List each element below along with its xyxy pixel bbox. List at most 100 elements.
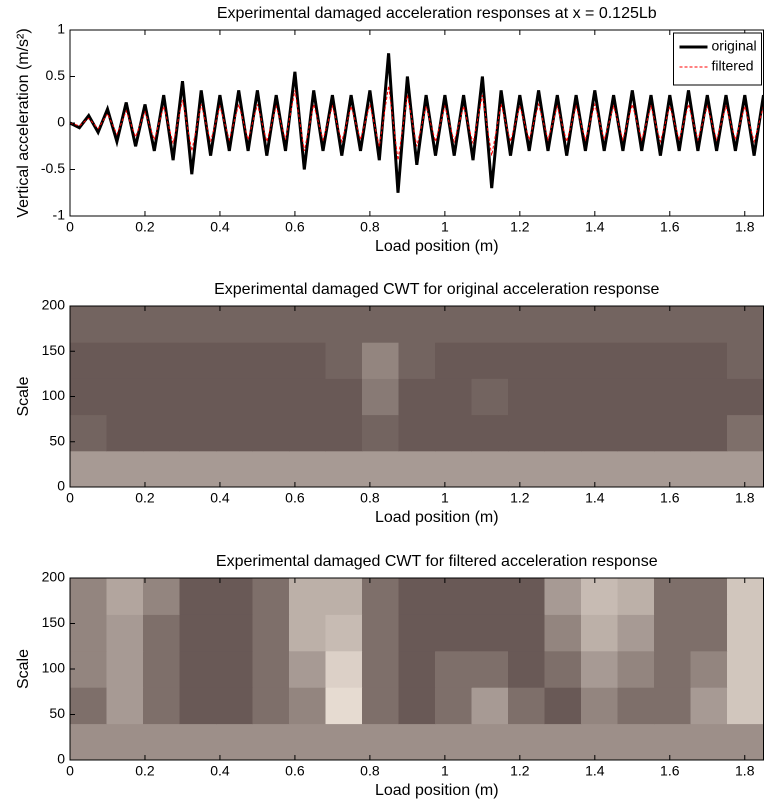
heatmap-cell bbox=[143, 342, 180, 379]
heatmap-cell bbox=[581, 650, 618, 688]
heatmap-cell bbox=[544, 450, 582, 488]
heatmap-cell bbox=[471, 378, 509, 416]
heatmap-cell bbox=[70, 306, 107, 343]
legend-label: filtered bbox=[712, 58, 754, 74]
heatmap-cell bbox=[289, 450, 326, 488]
heatmap-cell bbox=[143, 723, 180, 761]
heatmap-cell bbox=[252, 450, 290, 488]
heatmap-cell bbox=[690, 650, 728, 688]
heatmap-cell bbox=[252, 414, 290, 452]
y-tick-label: 200 bbox=[42, 297, 66, 313]
heatmap-cell bbox=[179, 306, 217, 343]
heatmap-cell bbox=[398, 306, 436, 343]
heatmap-cell bbox=[362, 414, 399, 452]
heatmap-cell bbox=[106, 450, 144, 488]
x-tick-label: 1.8 bbox=[735, 219, 755, 235]
heatmap-cell bbox=[581, 306, 618, 343]
heatmap-cell bbox=[289, 578, 326, 615]
heatmap-cell bbox=[435, 578, 472, 615]
heatmap-cell bbox=[617, 650, 655, 688]
heatmap-cell bbox=[471, 687, 509, 725]
heatmap-cell bbox=[435, 614, 472, 652]
heatmap-cell bbox=[362, 342, 399, 379]
x-tick-label: 1.4 bbox=[585, 219, 605, 235]
heatmap-cell bbox=[471, 414, 509, 452]
heatmap-cell bbox=[508, 414, 545, 452]
heatmap-cell bbox=[690, 450, 728, 488]
y-axis-label: Scale bbox=[15, 649, 32, 689]
heatmap-cell bbox=[727, 306, 764, 343]
heatmap-cell bbox=[179, 414, 217, 452]
heatmap-cell bbox=[654, 306, 691, 343]
heatmap-cell bbox=[70, 650, 107, 688]
legend-label: original bbox=[712, 38, 757, 54]
heatmap-cell bbox=[252, 723, 290, 761]
x-tick-label: 0.2 bbox=[135, 219, 155, 235]
heatmap-cell bbox=[654, 650, 691, 688]
heatmap-cell bbox=[362, 614, 399, 652]
heatmap-cell bbox=[435, 342, 472, 379]
heatmap-cell bbox=[70, 414, 107, 452]
y-tick-label: 0.5 bbox=[46, 67, 66, 83]
heatmap-cell bbox=[471, 723, 509, 761]
panel: 0 0.2 0.4 0.6 0.8 1 1.2 1.4 1.6 1.8 -1 -0.5 0 0.5 1 Exp… bbox=[15, 5, 764, 255]
legend-box bbox=[673, 32, 762, 86]
heatmap-cell bbox=[471, 306, 509, 343]
heatmap-cell bbox=[70, 342, 107, 379]
heatmap-cell bbox=[362, 687, 399, 725]
heatmap-cell bbox=[362, 306, 399, 343]
heatmap-cell bbox=[727, 723, 764, 761]
heatmap-cell bbox=[325, 414, 363, 452]
heatmap-cell bbox=[325, 306, 363, 343]
heatmap-cell bbox=[289, 650, 326, 688]
heatmap-cell bbox=[544, 650, 582, 688]
panel: 0 0.2 0.4 0.6 0.8 1 1.2 1.4 1.6 1.8 0 50 100 150 200 Ex… bbox=[15, 281, 764, 526]
y-tick-label: 150 bbox=[42, 614, 66, 630]
heatmap-cell bbox=[544, 578, 582, 615]
heatmap-cell bbox=[690, 723, 728, 761]
heatmap-cell bbox=[325, 650, 363, 688]
x-tick-label: 0 bbox=[66, 763, 74, 779]
heatmap-cell bbox=[508, 687, 545, 725]
y-tick-label: 0 bbox=[57, 114, 65, 130]
y-tick-label: 0 bbox=[57, 478, 65, 494]
x-tick-label: 1 bbox=[441, 490, 449, 506]
y-tick-label: 200 bbox=[42, 569, 66, 585]
x-tick-label: 0 bbox=[66, 219, 74, 235]
heatmap-cell bbox=[690, 342, 728, 379]
x-tick-label: 1 bbox=[441, 763, 449, 779]
heatmap-cell bbox=[654, 614, 691, 652]
heatmap-cell bbox=[106, 306, 144, 343]
x-tick-label: 0.4 bbox=[210, 219, 230, 235]
heatmap-cell bbox=[727, 614, 764, 652]
heatmap-cell bbox=[216, 342, 253, 379]
heatmap-cell bbox=[179, 614, 217, 652]
heatmap-cell bbox=[617, 687, 655, 725]
heatmap-cell bbox=[325, 614, 363, 652]
y-tick-label: 50 bbox=[49, 432, 65, 448]
heatmap-cell bbox=[435, 687, 472, 725]
heatmap-cell bbox=[581, 614, 618, 652]
heatmap-cell bbox=[690, 414, 728, 452]
heatmap-cell bbox=[398, 378, 436, 416]
heatmap-cell bbox=[362, 650, 399, 688]
y-tick-label: 50 bbox=[49, 705, 65, 721]
y-tick-label: 150 bbox=[42, 342, 66, 358]
heatmap-cell bbox=[179, 378, 217, 416]
heatmap-cell bbox=[216, 450, 253, 488]
heatmap-cell bbox=[325, 723, 363, 761]
y-tick-label: -1 bbox=[53, 207, 66, 223]
heatmap-cell bbox=[70, 378, 107, 416]
heatmap-cell bbox=[581, 687, 618, 725]
heatmap-cell bbox=[325, 578, 363, 615]
heatmap-cell bbox=[654, 342, 691, 379]
heatmap-cell bbox=[398, 450, 436, 488]
heatmap-cell bbox=[289, 414, 326, 452]
heatmap-cell bbox=[216, 614, 253, 652]
heatmap-cell bbox=[179, 450, 217, 488]
x-axis-label: Load position (m) bbox=[375, 509, 499, 526]
y-axis-label: Scale bbox=[15, 376, 32, 416]
heatmap-cell bbox=[508, 723, 545, 761]
axes-frame bbox=[69, 29, 764, 217]
